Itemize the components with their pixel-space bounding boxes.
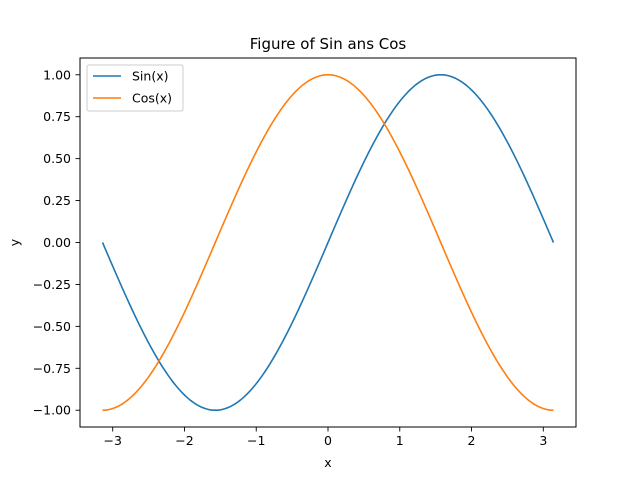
- x-tick-label: 2: [468, 433, 476, 448]
- x-tick-label: −2: [175, 433, 193, 448]
- y-tick-label: 0.25: [43, 193, 71, 208]
- y-tick-label: −0.75: [33, 361, 71, 376]
- series-layer: [101, 73, 555, 412]
- y-axis-label: y: [7, 238, 22, 246]
- y-tick-label: −1.00: [33, 403, 71, 418]
- chart-title: Figure of Sin ans Cos: [250, 35, 407, 53]
- y-tick-label: 0.00: [43, 235, 71, 250]
- legend-label-cos: Cos(x): [132, 91, 172, 106]
- y-tick-label: −0.25: [33, 277, 71, 292]
- series-line-cos: [102, 73, 554, 412]
- legend-label-sin: Sin(x): [132, 69, 168, 84]
- y-tick-label: 0.75: [43, 109, 71, 124]
- y-axis-ticks: −1.00 −0.75 −0.50 −0.25 0.00 0.25 0.50 0.75 1.00: [33, 67, 80, 418]
- x-tick-label: −1: [247, 433, 265, 448]
- x-tick-label: 0: [324, 433, 332, 448]
- x-axis-ticks: −3 −2 −1 0 1 2 3: [103, 427, 547, 448]
- x-tick-label: −3: [103, 433, 121, 448]
- y-tick-label: 0.50: [43, 151, 71, 166]
- series-line-sin: [101, 73, 555, 412]
- y-tick-label: 1.00: [43, 67, 71, 82]
- x-tick-label: 1: [396, 433, 404, 448]
- y-tick-label: −0.50: [33, 319, 71, 334]
- x-axis-label: x: [324, 455, 331, 470]
- legend: Sin(x) Cos(x): [86, 64, 184, 112]
- x-tick-label: 3: [539, 433, 547, 448]
